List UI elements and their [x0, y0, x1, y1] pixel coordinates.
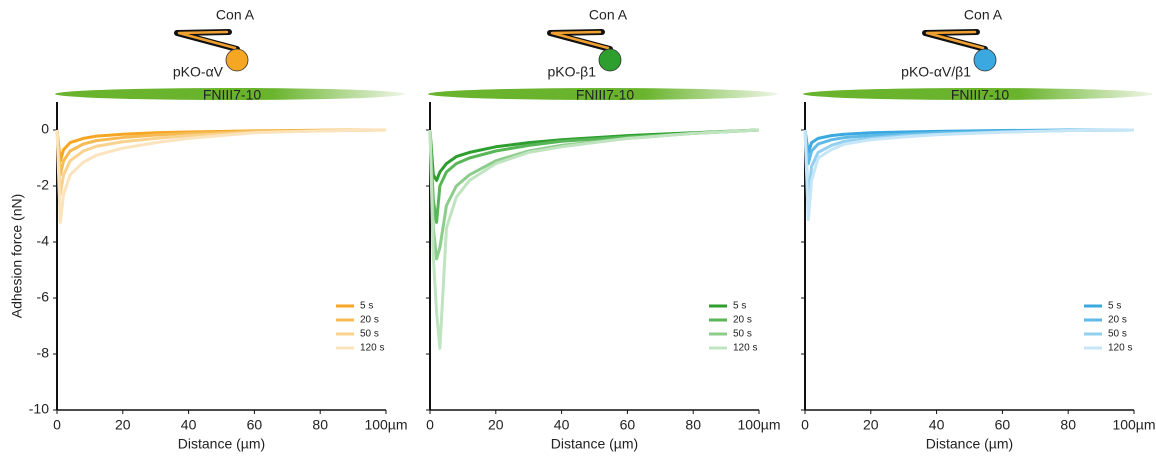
substrate — [55, 88, 405, 100]
legend-label: 120 s — [1108, 343, 1132, 354]
probe-label: Con A — [964, 7, 1003, 23]
substrate-label: FNIII7-10 — [203, 87, 262, 103]
x-tick-label: 20 — [863, 417, 879, 433]
bead — [225, 48, 249, 72]
x-axis-label: Distance (µm) — [926, 436, 1013, 452]
legend-label: 50 s — [360, 329, 379, 340]
x-tick-label: 80 — [1060, 417, 1076, 433]
legend-label: 20 s — [360, 315, 379, 326]
y-tick-label: -4 — [37, 233, 50, 249]
legend-label: 20 s — [733, 315, 752, 326]
cantilever-core — [550, 30, 610, 50]
legend-label: 20 s — [1108, 315, 1127, 326]
substrate-label: FNIII7-10 — [951, 87, 1010, 103]
data-line — [803, 128, 1135, 202]
x-tick-label: 0 — [801, 417, 809, 433]
data-line — [55, 128, 387, 224]
probe-label: Con A — [216, 7, 255, 23]
substrate — [428, 88, 778, 100]
cell-label: pKO-αV/β1 — [901, 64, 971, 80]
legend-label: 5 s — [733, 301, 746, 312]
y-tick-label: -8 — [37, 345, 50, 361]
probe-label: Con A — [589, 7, 628, 23]
x-tick-label: 100µm — [1112, 417, 1155, 433]
y-tick-label: -10 — [29, 401, 49, 417]
cell-label: pKO-β1 — [547, 64, 596, 80]
data-line — [803, 128, 1135, 222]
x-axis-label: Distance (µm) — [551, 436, 638, 452]
legend-label: 50 s — [733, 329, 752, 340]
x-axis-label: Distance (µm) — [178, 436, 265, 452]
legend-label: 120 s — [360, 343, 384, 354]
x-tick-label: 40 — [181, 417, 197, 433]
x-tick-label: 60 — [620, 417, 636, 433]
y-axis-label: Adhesion force (nN) — [9, 194, 25, 319]
x-tick-label: 40 — [929, 417, 945, 433]
x-tick-label: 60 — [995, 417, 1011, 433]
x-tick-label: 80 — [312, 417, 328, 433]
x-tick-label: 0 — [53, 417, 61, 433]
substrate — [803, 88, 1153, 100]
x-tick-label: 40 — [554, 417, 570, 433]
x-tick-label: 60 — [247, 417, 263, 433]
x-tick-label: 20 — [115, 417, 131, 433]
cantilever-core — [925, 30, 985, 50]
cell-label: pKO-αV — [173, 64, 224, 80]
legend-label: 50 s — [1108, 329, 1127, 340]
x-tick-label: 100µm — [364, 417, 407, 433]
data-line — [428, 128, 760, 350]
x-tick-label: 0 — [426, 417, 434, 433]
legend-label: 5 s — [360, 301, 373, 312]
x-tick-label: 100µm — [737, 417, 780, 433]
cantilever-core — [177, 30, 237, 50]
substrate-label: FNIII7-10 — [576, 87, 635, 103]
legend-label: 120 s — [733, 343, 757, 354]
y-tick-label: -6 — [37, 289, 50, 305]
y-tick-label: -2 — [37, 177, 50, 193]
bead — [973, 48, 997, 72]
y-tick-label: 0 — [41, 121, 49, 137]
x-tick-label: 80 — [685, 417, 701, 433]
bead — [598, 48, 622, 72]
legend-label: 5 s — [1108, 301, 1121, 312]
x-tick-label: 20 — [488, 417, 504, 433]
